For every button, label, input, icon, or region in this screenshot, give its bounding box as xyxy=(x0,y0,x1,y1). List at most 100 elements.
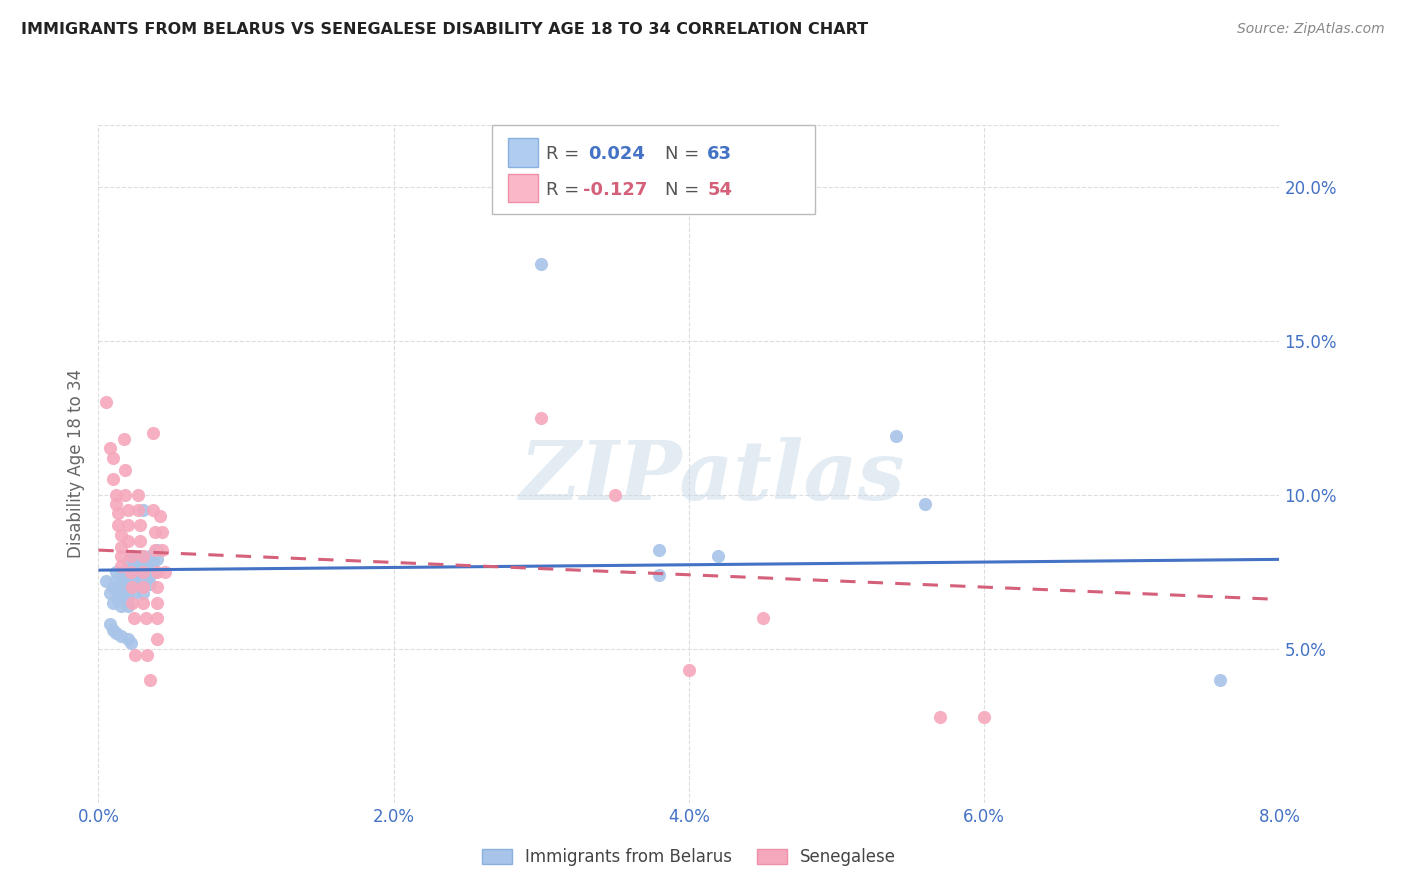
Text: R =: R = xyxy=(546,181,585,199)
Point xyxy=(110,571,132,585)
Point xyxy=(146,565,169,579)
Point xyxy=(122,611,145,625)
Point xyxy=(132,595,155,609)
Point xyxy=(107,518,129,533)
Point xyxy=(105,488,128,502)
Point xyxy=(120,561,142,575)
Point xyxy=(107,586,129,600)
Point xyxy=(117,533,139,548)
Point xyxy=(110,549,132,564)
Point xyxy=(127,503,149,517)
Point xyxy=(146,595,169,609)
Point xyxy=(128,571,150,585)
Point xyxy=(103,580,124,594)
Point xyxy=(98,442,121,456)
Point xyxy=(1209,673,1232,687)
Point xyxy=(139,558,162,573)
Text: 63: 63 xyxy=(707,145,733,163)
Point xyxy=(98,617,121,632)
Point xyxy=(120,571,142,585)
Text: -0.127: -0.127 xyxy=(583,181,648,199)
Text: ZIPatlas: ZIPatlas xyxy=(520,437,905,517)
Point xyxy=(143,543,166,558)
Point xyxy=(114,463,136,477)
Point xyxy=(128,580,150,594)
Point xyxy=(94,395,117,409)
Point xyxy=(114,488,136,502)
Point xyxy=(94,574,117,588)
Point xyxy=(120,580,142,594)
Point xyxy=(146,552,169,566)
Point xyxy=(117,565,139,579)
Point xyxy=(128,518,150,533)
Point xyxy=(139,567,162,582)
Point xyxy=(707,549,730,564)
Point xyxy=(120,635,142,649)
Text: N =: N = xyxy=(665,181,704,199)
Point xyxy=(122,558,145,573)
Point xyxy=(127,552,149,566)
Point xyxy=(117,503,139,517)
Text: Source: ZipAtlas.com: Source: ZipAtlas.com xyxy=(1237,22,1385,37)
Point xyxy=(103,595,124,609)
Text: N =: N = xyxy=(665,145,704,163)
Point xyxy=(117,518,139,533)
Point xyxy=(103,624,124,638)
Point xyxy=(973,709,995,723)
Point xyxy=(132,549,155,564)
Point xyxy=(150,524,173,539)
Point xyxy=(117,590,139,604)
Point xyxy=(150,543,173,558)
Point xyxy=(136,571,159,585)
Point xyxy=(139,577,162,591)
Text: R =: R = xyxy=(546,145,585,163)
Point xyxy=(142,503,165,517)
Point xyxy=(117,599,139,613)
Point xyxy=(127,488,149,502)
Point xyxy=(146,632,169,647)
Point xyxy=(149,509,172,524)
Point xyxy=(120,565,142,579)
Point xyxy=(146,543,169,558)
Point xyxy=(105,497,128,511)
Point xyxy=(139,549,162,564)
Point xyxy=(928,709,950,723)
Point xyxy=(648,543,671,558)
Point xyxy=(120,549,142,564)
Point xyxy=(136,648,159,662)
Point xyxy=(121,595,143,609)
Point xyxy=(648,567,671,582)
Point xyxy=(139,673,162,687)
Point xyxy=(110,540,132,554)
Point xyxy=(146,611,169,625)
Point xyxy=(751,611,773,625)
Point xyxy=(111,565,134,579)
Point xyxy=(110,580,132,594)
Point xyxy=(103,450,124,465)
Point xyxy=(107,592,129,607)
Point xyxy=(124,648,146,662)
Point xyxy=(142,425,165,440)
Point xyxy=(132,577,155,591)
Point xyxy=(110,599,132,613)
Point xyxy=(143,524,166,539)
Point xyxy=(132,567,155,582)
Point xyxy=(112,432,135,446)
Point xyxy=(117,574,139,588)
Point xyxy=(127,561,149,575)
Point xyxy=(124,586,146,600)
Point xyxy=(124,567,146,582)
Point xyxy=(121,549,143,564)
Point xyxy=(530,256,553,270)
Point xyxy=(114,583,136,598)
Legend: Immigrants from Belarus, Senegalese: Immigrants from Belarus, Senegalese xyxy=(475,841,903,872)
Point xyxy=(678,663,700,677)
Point xyxy=(110,629,132,643)
Point xyxy=(103,472,124,486)
Point xyxy=(117,580,139,594)
Point xyxy=(98,586,121,600)
Point xyxy=(105,574,128,588)
Point xyxy=(135,561,157,575)
Point xyxy=(105,626,128,640)
Point xyxy=(117,556,139,570)
